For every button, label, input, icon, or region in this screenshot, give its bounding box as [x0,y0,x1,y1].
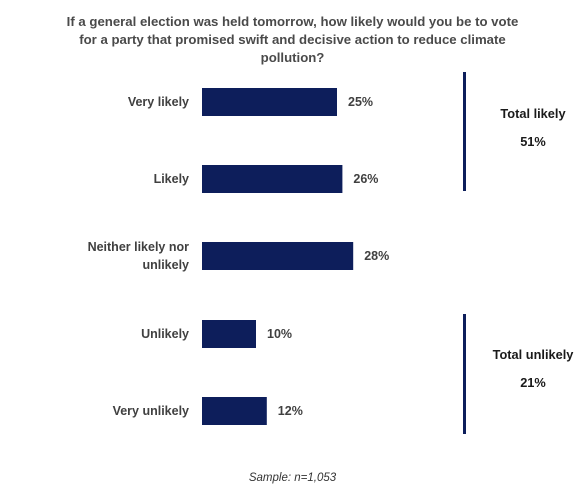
value-label-2: 28% [364,249,390,263]
bar-2 [202,242,354,270]
total-unlikely-value: 21% [520,375,546,390]
total-likely-label: Total likely [500,106,566,121]
bar-0 [202,88,337,116]
sample-footnote: Sample: n=1,053 [248,472,337,484]
total-unlikely-label: Total unlikely [492,347,574,362]
value-label-3: 10% [267,327,293,341]
bar-4 [202,397,267,425]
category-label-2: Neither likely nor unlikely [87,240,189,272]
bar-1 [202,165,343,193]
value-label-0: 25% [348,95,374,109]
total-unlikely-group: Total unlikely 21% [478,346,585,392]
total-likely-value: 51% [520,134,546,149]
category-label-1: Likely [153,172,189,186]
total-unlikely-bracket [463,314,466,434]
category-label-4: Very unlikely [112,404,189,418]
bar-3 [202,320,256,348]
value-label-1: 26% [353,172,379,186]
total-likely-group: Total likely 51% [478,105,585,151]
category-label-3: Unlikely [141,327,189,341]
chart-title: If a general election was held tomorrow,… [66,14,519,65]
total-likely-bracket [463,72,466,191]
category-label-0: Very likely [127,95,189,109]
value-label-4: 12% [277,404,303,418]
